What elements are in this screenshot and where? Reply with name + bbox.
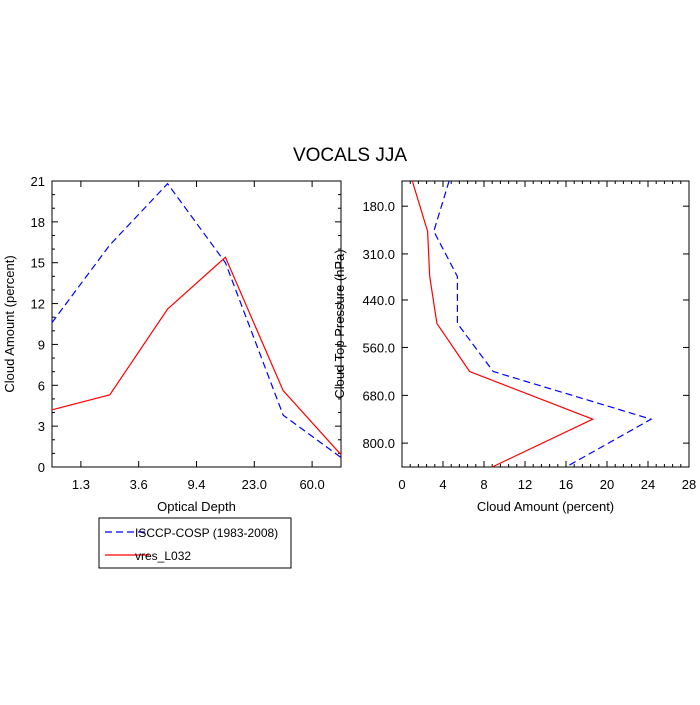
left-x-tick-label: 3.6 bbox=[130, 477, 148, 492]
right-y-tick-label: 440.0 bbox=[362, 293, 395, 308]
plots-layer: 0 3 6 9 12 15 18 21 1.3 3.6 9.4 23.0 60.0 Optical Dep… bbox=[2, 174, 696, 514]
left-y-tick-label: 21 bbox=[31, 174, 45, 189]
left-x-tick-label: 1.3 bbox=[72, 477, 90, 492]
left-x-tick-label: 60.0 bbox=[299, 477, 324, 492]
legend-label: vres_L032 bbox=[135, 549, 191, 563]
left-plot-frame bbox=[51, 180, 342, 468]
right-y-tick-label: 310.0 bbox=[362, 247, 395, 262]
left-y-axis-label: Cloud Amount (percent) bbox=[2, 255, 17, 392]
right-x-tick-label: 28 bbox=[682, 477, 696, 492]
right-series-isccp-line bbox=[433, 180, 653, 468]
left-y-tick-label: 12 bbox=[31, 297, 45, 312]
right-x-tick-label: 24 bbox=[641, 477, 655, 492]
left-y-tick-label: 9 bbox=[38, 337, 45, 352]
left-series-isccp-line bbox=[51, 182, 342, 458]
left-series-model-line bbox=[51, 256, 342, 456]
right-x-tick-label: 16 bbox=[559, 477, 573, 492]
right-series-model-line bbox=[411, 180, 595, 468]
left-y-tick-label: 18 bbox=[31, 215, 45, 230]
right-x-tick-label: 8 bbox=[480, 477, 487, 492]
right-x-tick-label: 4 bbox=[439, 477, 446, 492]
left-y-tick-label: 6 bbox=[38, 378, 45, 393]
left-x-axis-label: Optical Depth bbox=[157, 499, 236, 514]
left-y-tick-label: 15 bbox=[31, 256, 45, 271]
right-y-tick-label: 560.0 bbox=[362, 340, 395, 355]
left-x-tick-label: 9.4 bbox=[187, 477, 205, 492]
right-y-tick-label: 680.0 bbox=[362, 388, 395, 403]
left-x-tick-label: 23.0 bbox=[242, 477, 267, 492]
right-y-tick-label: 800.0 bbox=[362, 436, 395, 451]
right-x-tick-label: 0 bbox=[398, 477, 405, 492]
right-plot-frame bbox=[401, 180, 690, 468]
legend-label: ISCCP-COSP (1983-2008) bbox=[135, 526, 278, 540]
legend: ISCCP-COSP (1983-2008) vres_L032 bbox=[98, 517, 292, 569]
chart-title: VOCALS JJA bbox=[293, 145, 407, 166]
right-y-axis-label: Cloud Top Pressure (hPa) bbox=[332, 249, 347, 398]
left-y-tick-label: 0 bbox=[38, 460, 45, 475]
right-x-tick-label: 20 bbox=[600, 477, 614, 492]
legend-box bbox=[98, 517, 292, 569]
right-x-axis-label: Cloud Amount (percent) bbox=[477, 499, 614, 514]
right-y-tick-label: 180.0 bbox=[362, 199, 395, 214]
left-y-tick-label: 3 bbox=[38, 419, 45, 434]
right-x-tick-label: 12 bbox=[518, 477, 532, 492]
